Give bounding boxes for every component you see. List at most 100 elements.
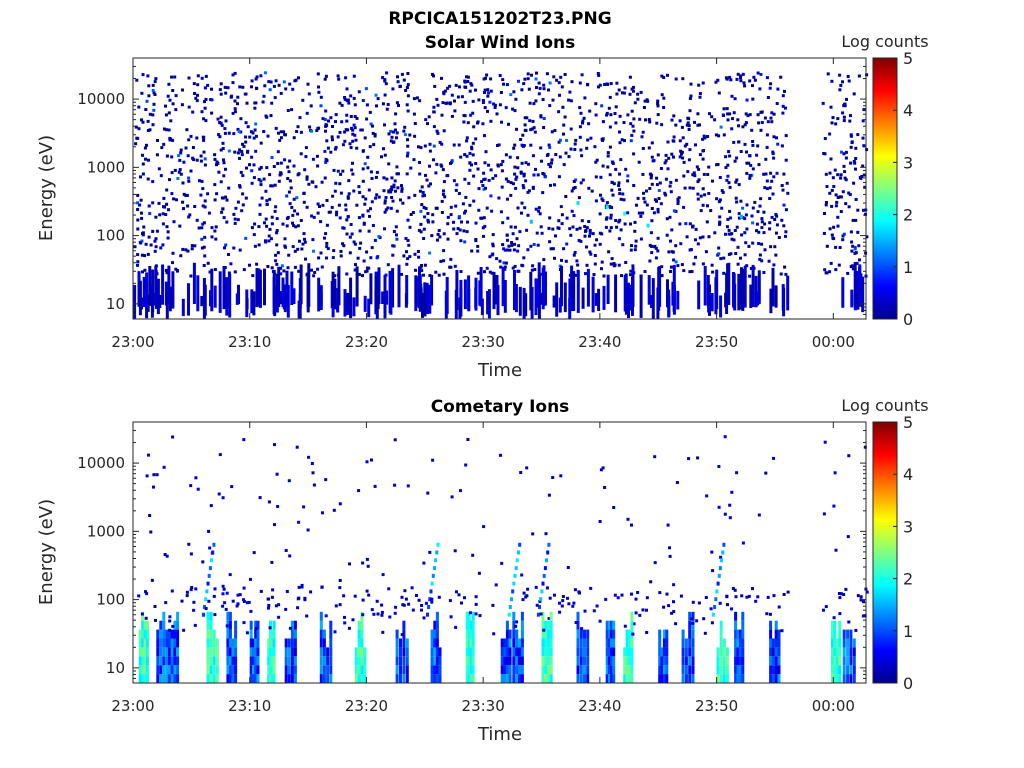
heatmap-cell xyxy=(218,135,222,139)
heatmap-cell xyxy=(188,213,192,217)
heatmap-cell xyxy=(186,204,190,208)
heatmap-cell xyxy=(360,665,364,675)
heatmap-cell xyxy=(670,250,674,254)
heatmap-cell xyxy=(620,274,623,278)
heatmap-cell xyxy=(145,629,149,639)
heatmap-cell xyxy=(308,125,312,129)
heatmap-cell xyxy=(170,629,174,639)
heatmap-cell xyxy=(353,126,357,130)
heatmap-cell xyxy=(255,262,259,266)
heatmap-cell xyxy=(558,93,561,97)
heatmap-cell xyxy=(531,532,535,536)
heatmap-cell xyxy=(630,665,634,675)
heatmap-cell xyxy=(324,614,328,618)
heatmap-cell xyxy=(435,611,439,621)
heatmap-cell xyxy=(267,239,271,243)
heatmap-cell xyxy=(269,114,273,118)
heatmap-cell xyxy=(620,593,624,597)
heatmap-cell xyxy=(745,227,749,231)
heatmap-cell xyxy=(634,597,638,601)
heatmap-cell xyxy=(452,143,456,147)
heatmap-cell xyxy=(520,638,524,648)
heatmap-cell xyxy=(254,149,258,153)
heatmap-cell xyxy=(414,275,418,312)
heatmap-cell xyxy=(319,285,323,310)
heatmap-cell xyxy=(660,647,664,657)
heatmap-cell xyxy=(599,175,603,179)
heatmap-cell xyxy=(607,647,611,657)
heatmap-cell xyxy=(518,656,521,666)
heatmap-cell xyxy=(768,221,772,225)
heatmap-cell xyxy=(478,614,482,618)
heatmap-cell xyxy=(684,665,688,675)
heatmap-cell xyxy=(174,267,178,271)
heatmap-cell xyxy=(747,594,751,598)
heatmap-cell xyxy=(149,530,153,534)
heatmap-cell xyxy=(653,198,657,202)
heatmap-cell xyxy=(254,627,258,631)
heatmap-cell xyxy=(547,647,550,657)
heatmap-cell xyxy=(230,94,234,98)
heatmap-cell xyxy=(337,77,341,81)
heatmap-cell xyxy=(153,80,157,84)
heatmap-cell xyxy=(728,216,732,220)
heatmap-cell xyxy=(450,93,454,97)
heatmap-cell xyxy=(838,246,842,249)
heatmap-cell xyxy=(471,638,475,648)
heatmap-cell xyxy=(854,146,858,150)
heatmap-cell xyxy=(329,116,333,120)
heatmap-cell xyxy=(352,297,356,317)
heatmap-cell xyxy=(654,246,658,250)
heatmap-cell xyxy=(832,616,836,620)
heatmap-cell xyxy=(510,243,514,247)
heatmap-cell xyxy=(547,88,550,92)
heatmap-cell xyxy=(191,110,195,114)
heatmap-cell xyxy=(218,88,222,92)
heatmap-cell xyxy=(748,274,752,278)
heatmap-cell xyxy=(193,244,197,248)
heatmap-cell xyxy=(213,587,217,591)
heatmap-cell xyxy=(353,103,357,107)
heatmap-cell xyxy=(212,638,216,648)
heatmap-cell xyxy=(737,124,740,128)
heatmap-cell xyxy=(676,197,680,201)
heatmap-cell xyxy=(272,629,276,639)
heatmap-cell xyxy=(858,258,861,262)
heatmap-cell xyxy=(508,629,512,639)
heatmap-cell xyxy=(718,566,722,571)
heatmap-cell xyxy=(234,674,238,683)
heatmap-cell xyxy=(136,201,139,205)
heatmap-cell xyxy=(691,224,695,228)
heatmap-cell xyxy=(193,92,197,95)
heatmap-cell xyxy=(319,220,323,224)
heatmap-cell xyxy=(433,674,437,683)
heatmap-cell xyxy=(537,206,541,210)
heatmap-cell xyxy=(836,196,840,199)
heatmap-cell xyxy=(385,107,389,111)
heatmap-cell xyxy=(405,86,409,89)
heatmap-cell xyxy=(254,122,258,126)
heatmap-cell xyxy=(351,139,355,143)
heatmap-cell xyxy=(228,620,232,630)
heatmap-cell xyxy=(196,275,200,312)
heatmap-cell xyxy=(630,109,634,113)
heatmap-cell xyxy=(403,133,407,137)
heatmap-cell xyxy=(766,96,770,99)
heatmap-cell xyxy=(136,227,140,231)
heatmap-cell xyxy=(428,251,432,255)
heatmap-cell xyxy=(630,244,633,248)
heatmap-cell xyxy=(670,611,674,615)
heatmap-cell xyxy=(258,203,262,207)
heatmap-cell xyxy=(632,152,636,156)
heatmap-cell xyxy=(269,647,272,657)
heatmap-cell xyxy=(547,629,550,639)
heatmap-cell xyxy=(641,172,645,176)
heatmap-cell xyxy=(605,665,609,675)
heatmap-cell xyxy=(782,593,786,596)
heatmap-cell xyxy=(554,153,558,156)
heatmap-cell xyxy=(865,590,869,594)
heatmap-cell xyxy=(670,118,674,122)
heatmap-cell xyxy=(471,99,475,103)
heatmap-cell xyxy=(151,229,155,233)
heatmap-cell xyxy=(610,180,614,184)
